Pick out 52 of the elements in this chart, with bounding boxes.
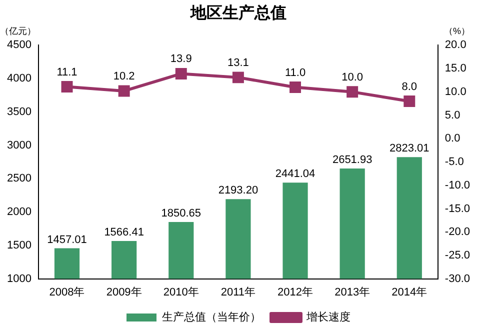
- data-label: 11.0: [284, 66, 306, 79]
- y-tick-label: 4500: [6, 39, 32, 52]
- point: [404, 96, 416, 108]
- x-tick-label: 2011年: [220, 286, 256, 298]
- y2-tick-label: 20.0: [444, 39, 466, 52]
- y-tick-label: 3500: [6, 106, 32, 118]
- y2-tick-label: -15.0: [444, 202, 470, 215]
- data-label: 2193.20: [218, 184, 258, 197]
- data-label: 2823.01: [390, 142, 430, 155]
- legend-label: 增长速度: [306, 310, 350, 324]
- y2-tick-label: -10.0: [444, 179, 470, 192]
- point: [61, 81, 73, 93]
- y2-tick-label: 0.0: [444, 132, 460, 145]
- x-tick-label: 2010年: [163, 286, 199, 298]
- point: [290, 82, 302, 93]
- data-label: 11.1: [56, 66, 78, 78]
- data-label: 1457.01: [47, 234, 87, 246]
- legend-label: 生产总值（当年价）: [162, 310, 261, 324]
- y-tick-label: 3000: [6, 139, 32, 152]
- y2-tick-label: 5.0: [444, 109, 460, 122]
- y-tick-label: 1000: [6, 272, 32, 285]
- y2-tick-label: -5.0: [444, 156, 464, 168]
- point: [175, 68, 187, 80]
- y2-tick-label: 10.0: [444, 86, 466, 98]
- data-label: 10.2: [113, 70, 135, 83]
- data-label: 1850.65: [161, 208, 202, 220]
- point: [346, 86, 358, 98]
- y-tick-label: 1500: [6, 239, 32, 252]
- y-tick-label: 2000: [6, 206, 32, 218]
- x-tick-label: 2013年: [334, 286, 370, 298]
- y2-tick-label: -20.0: [444, 226, 470, 238]
- y2-tick-label: -30.0: [444, 272, 470, 285]
- point: [232, 72, 244, 84]
- y-axis-title: （亿元）: [0, 26, 36, 36]
- data-label: 2651.93: [332, 154, 372, 166]
- point: [118, 85, 130, 97]
- data-label: 13.9: [170, 53, 192, 66]
- x-tick-label: 2008年: [49, 286, 85, 298]
- data-label: 1566.41: [104, 226, 144, 239]
- y-tick-label: 4000: [6, 72, 32, 85]
- chart-title: 地区生产总值: [190, 4, 286, 22]
- data-label: 13.1: [227, 56, 249, 69]
- x-tick-label: 2009年: [106, 286, 142, 298]
- x-tick-label: 2014年: [392, 286, 428, 298]
- y2-tick-label: 15.0: [444, 62, 466, 75]
- data-label: 8.0: [402, 80, 418, 93]
- y2-axis-title: （%）: [444, 26, 470, 36]
- data-label: 2441.04: [275, 168, 316, 180]
- x-tick-label: 2012年: [278, 286, 314, 298]
- y-tick-label: 2500: [6, 172, 32, 185]
- y2-tick-label: -25.0: [444, 249, 470, 262]
- data-label: 10.0: [342, 71, 364, 84]
